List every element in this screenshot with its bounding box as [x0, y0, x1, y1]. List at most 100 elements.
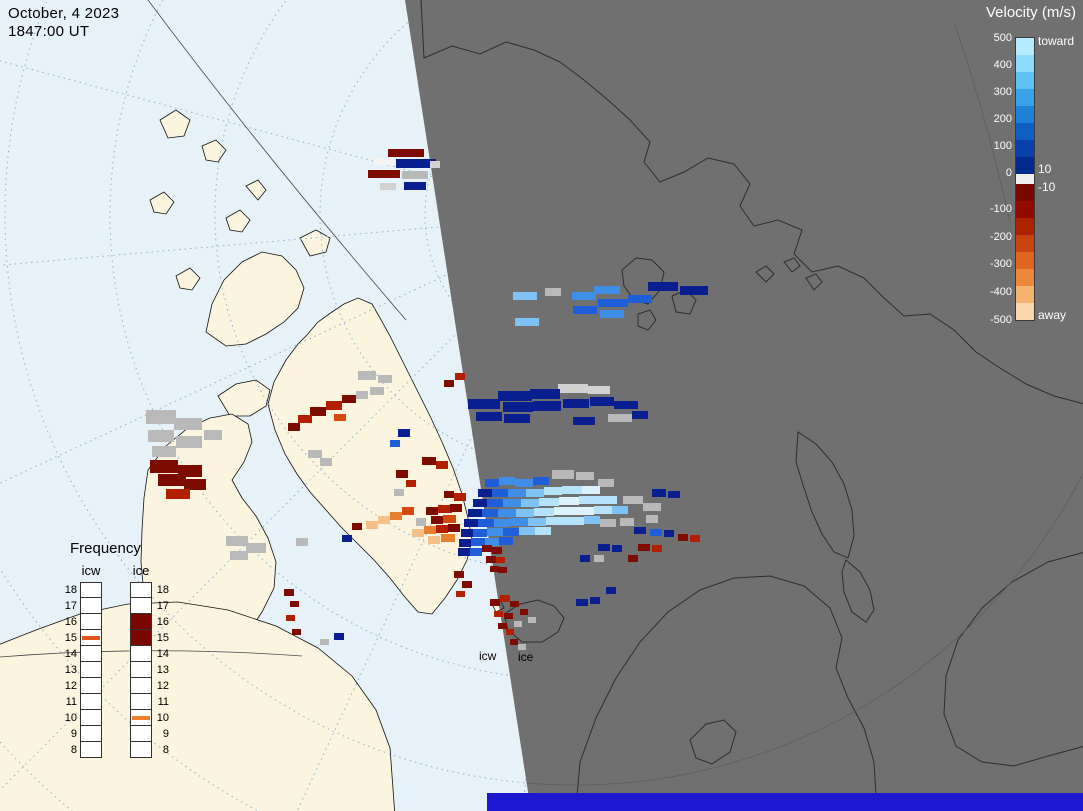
- frequency-scale-cell: [130, 726, 152, 742]
- velocity-legend: Velocity (m/s) 500 400 300 200 100 0 -100 -200 -…: [970, 4, 1082, 338]
- canadian-arctic-islands: [205, 251, 305, 347]
- frequency-tick-label: 10: [156, 712, 169, 724]
- frequency-column-label-ice: ice: [132, 563, 150, 578]
- frequency-tick-label: 9: [70, 728, 77, 740]
- velocity-tick-label: -500: [989, 314, 1012, 326]
- frequency-scale-cell: [130, 582, 152, 598]
- date-label: October, 4 2023: [8, 5, 120, 22]
- time-label: 1847:00 UT: [8, 23, 90, 40]
- frequency-scale-cell: [130, 694, 152, 710]
- frequency-tick-label: 13: [64, 664, 77, 676]
- radar-site-label-ice: ice: [518, 650, 534, 664]
- velocity-colorbar-segment: [1016, 55, 1034, 72]
- velocity-tick-label: 500: [993, 32, 1012, 44]
- threshold-upper-label: 10: [1038, 162, 1052, 176]
- frequency-scale-cell: [80, 614, 102, 630]
- frequency-tick-label: 15: [156, 632, 169, 644]
- graticule-night: [405, 0, 1083, 786]
- frequency-tick-label: 18: [64, 584, 77, 596]
- velocity-colorbar-segment: [1016, 38, 1034, 55]
- away-label: away: [1038, 308, 1067, 322]
- small-island: [159, 109, 191, 139]
- frequency-tick-label: 8: [162, 744, 169, 756]
- kola-coast: [943, 547, 1083, 767]
- frequency-tick-label: 17: [156, 600, 169, 612]
- velocity-tick-label: 0: [1005, 167, 1012, 179]
- frequency-scale-icw: 18 17 16 15 14 13 12 11 10 9 8: [60, 582, 102, 758]
- frequency-mark: [82, 635, 100, 640]
- frequency-mark: [132, 715, 150, 720]
- velocity-colorbar-segment: [1016, 106, 1034, 123]
- velocity-colorbar-segment: [1016, 252, 1034, 269]
- frequency-scale-cell: [80, 630, 102, 646]
- frequency-scale-cell: [80, 598, 102, 614]
- velocity-colorbar-segment: [1016, 140, 1034, 157]
- frequency-legend: Frequency icw 18 17 16 15 14 13 12 11 10 9 8 ice 1…: [56, 540, 172, 758]
- frequency-scale-cell: [130, 630, 152, 646]
- scandinavia: [573, 575, 879, 811]
- velocity-tick-label: 100: [993, 140, 1012, 152]
- frequency-scale-cell: [130, 678, 152, 694]
- velocity-colorbar-segment: [1016, 201, 1034, 218]
- frequency-tick-label: 15: [64, 632, 77, 644]
- small-island: [225, 209, 251, 233]
- toward-label: toward: [1038, 34, 1075, 48]
- frequency-tick-label: 14: [64, 648, 77, 660]
- frequency-tick-label: 14: [156, 648, 169, 660]
- velocity-tick-label: -200: [989, 231, 1012, 243]
- velocity-colorbar-segment: [1016, 269, 1034, 286]
- franz-josef-land: [805, 273, 823, 291]
- frequency-tick-label: 12: [156, 680, 169, 692]
- frequency-tick-label: 8: [70, 744, 77, 756]
- velocity-colorbar-segment: [1016, 72, 1034, 89]
- velocity-colorbar-segment: [1016, 89, 1034, 106]
- bottom-bar: [487, 793, 1083, 811]
- velocity-colorbar-segment: [1016, 303, 1034, 320]
- frequency-scale-cell: [130, 742, 152, 758]
- frequency-tick-label: 16: [64, 616, 77, 628]
- velocity-colorbar-segment: [1016, 286, 1034, 303]
- radar-site-label-icw: icw: [479, 649, 497, 663]
- velocity-colorbar-segment: [1016, 184, 1034, 201]
- small-island: [689, 719, 737, 765]
- velocity-colorbar-segment: [1016, 157, 1034, 174]
- frequency-tick-label: 12: [64, 680, 77, 692]
- frequency-scale-cell: [80, 678, 102, 694]
- franz-josef-land: [783, 257, 801, 273]
- small-island: [245, 179, 267, 201]
- frequency-tick-label: 18: [156, 584, 169, 596]
- frequency-tick-label: 11: [157, 696, 169, 708]
- frequency-scale-cell: [80, 582, 102, 598]
- novaya-zemlya: [795, 431, 855, 559]
- novaya-zemlya: [841, 559, 875, 623]
- frequency-tick-label: 17: [64, 600, 77, 612]
- frequency-scale-cell: [80, 710, 102, 726]
- frequency-scale-cell: [80, 694, 102, 710]
- frequency-scale-ice: 18 17 16 15 14 13 12 11 10 9 8: [130, 582, 172, 758]
- velocity-colorbar-segment: [1016, 218, 1034, 235]
- frequency-scale-cell: [80, 726, 102, 742]
- small-island: [299, 229, 331, 257]
- frequency-scale-cell: [80, 646, 102, 662]
- frequency-tick-label: 11: [65, 696, 77, 708]
- velocity-colorbar-segment: [1016, 123, 1034, 140]
- frequency-tick-label: 10: [64, 712, 77, 724]
- small-island: [175, 267, 201, 291]
- velocity-tick-label: 400: [993, 59, 1012, 71]
- velocity-colorbar: [1015, 37, 1035, 321]
- frequency-tick-label: 9: [162, 728, 169, 740]
- frequency-scale-cell: [80, 742, 102, 758]
- velocity-legend-title: Velocity (m/s): [985, 4, 1076, 21]
- franz-josef-land: [755, 265, 775, 283]
- frequency-tick-label: 13: [156, 664, 169, 676]
- frequency-column-label-icw: icw: [81, 563, 101, 578]
- frequency-scale-cell: [130, 646, 152, 662]
- velocity-tick-label: 200: [993, 113, 1012, 125]
- frequency-scale-cell: [80, 662, 102, 678]
- frequency-scale-cell: [130, 710, 152, 726]
- velocity-colorbar-segment: [1016, 235, 1034, 252]
- velocity-tick-label: -100: [989, 203, 1012, 215]
- timestamp: October, 4 2023 1847:00 UT: [8, 5, 119, 41]
